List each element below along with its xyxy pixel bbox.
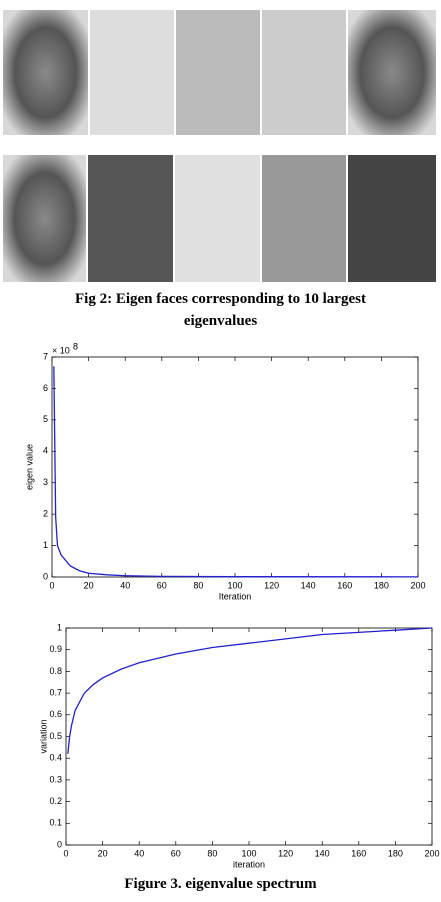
y-tick-label: 0.7: [49, 687, 62, 697]
fig2-caption: Fig 2: Eigen faces corresponding to 10 l…: [75, 291, 366, 329]
y-tick-label: 2: [43, 509, 48, 519]
x-tick-label: 120: [264, 580, 279, 590]
x-tick-label: 0: [63, 848, 68, 858]
y-axis-label: variation: [38, 719, 48, 753]
x-tick-label: 60: [171, 848, 181, 858]
x-axis-label: iteration: [233, 859, 265, 869]
face-image: [90, 10, 174, 135]
y-tick-label: 0.1: [49, 818, 62, 828]
y-multiplier-exponent: 8: [73, 341, 78, 351]
y-axis-label: eigen value: [24, 444, 34, 490]
y-tick-label: 0.3: [49, 774, 62, 784]
plot-frame: [65, 627, 433, 846]
x-axis-label: Iteration: [219, 591, 252, 601]
y-tick-label: 0.6: [49, 709, 62, 719]
x-tick-label: 40: [120, 580, 130, 590]
y-tick-label: 5: [43, 414, 48, 424]
x-tick-label: 20: [98, 848, 108, 858]
y-tick-label: 0: [43, 571, 48, 581]
y-multiplier: × 10: [52, 345, 70, 355]
face-image: [176, 10, 260, 135]
y-tick-label: 0.2: [49, 796, 62, 806]
face-image: [262, 10, 346, 135]
face-image: [262, 155, 346, 282]
y-tick-label: 7: [43, 351, 48, 361]
x-tick-label: 100: [241, 848, 256, 858]
y-tick-label: 3: [43, 477, 48, 487]
x-tick-label: 60: [157, 580, 167, 590]
x-tick-label: 160: [337, 580, 352, 590]
x-tick-label: 40: [134, 848, 144, 858]
x-tick-label: 20: [84, 580, 94, 590]
y-tick-label: 0.4: [49, 753, 62, 763]
x-tick-label: 100: [227, 580, 242, 590]
x-tick-label: 140: [301, 580, 316, 590]
x-tick-label: 80: [207, 848, 217, 858]
x-tick-label: 140: [315, 848, 330, 858]
face-image: [88, 155, 173, 282]
x-tick-label: 180: [374, 580, 389, 590]
plot-frame: [51, 356, 419, 578]
y-tick-label: 0.9: [49, 644, 62, 654]
y-tick-label: 0: [57, 839, 62, 849]
y-tick-label: 0.5: [49, 731, 62, 741]
face-image: [348, 155, 436, 282]
data-line: [53, 366, 419, 578]
y-tick-label: 4: [43, 446, 48, 456]
face-image: [3, 10, 88, 135]
y-tick-label: 1: [43, 540, 48, 550]
y-tick-label: 6: [43, 383, 48, 393]
data-line: [67, 627, 433, 754]
face-image: [3, 155, 86, 282]
eigenface-images: [3, 10, 436, 282]
face-image: [348, 10, 436, 135]
y-tick-label: 0.8: [49, 666, 62, 676]
fig3-caption: Figure 3. eigenvalue spectrum: [124, 876, 317, 892]
x-tick-label: 200: [424, 848, 439, 858]
x-tick-label: 200: [410, 580, 425, 590]
x-tick-label: 80: [193, 580, 203, 590]
x-tick-label: 0: [49, 580, 54, 590]
face-image: [175, 155, 260, 282]
y-tick-label: 1: [57, 622, 62, 632]
x-tick-label: 160: [351, 848, 366, 858]
x-tick-label: 180: [388, 848, 403, 858]
x-tick-label: 120: [278, 848, 293, 858]
